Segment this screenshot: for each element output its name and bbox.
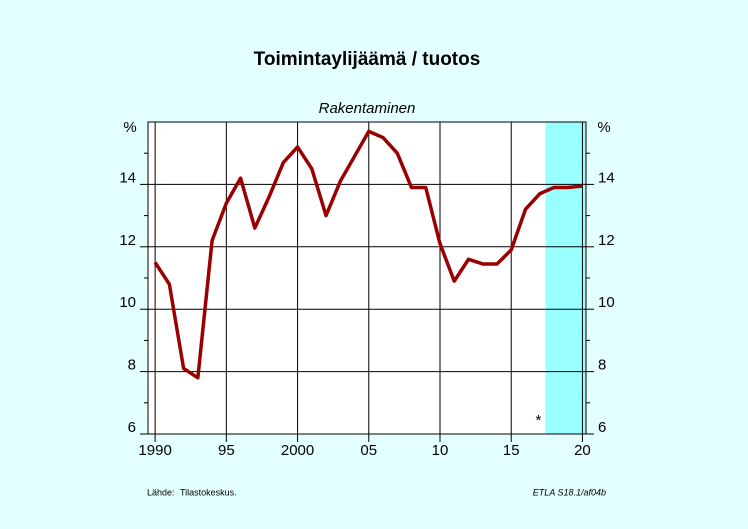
y2-tick-label: 14	[598, 169, 615, 186]
y-tick-label: 12	[119, 232, 136, 249]
forecast-region	[545, 122, 586, 434]
y2-tick-label: 10	[598, 294, 615, 311]
chart-code: ETLA S18.1/af04b	[533, 487, 606, 497]
source: Tilastokeskus.	[180, 487, 237, 497]
chart-title: Toimintaylijäämä / tuotos	[254, 49, 481, 70]
line-series	[153, 129, 583, 380]
plot-frame	[147, 121, 587, 435]
y-tick-label: 6	[128, 419, 136, 436]
x-tick-label: 1990	[138, 442, 171, 459]
y2-tick-label: 8	[598, 357, 606, 374]
x-tick-label: 15	[503, 442, 520, 459]
y-unit: %	[123, 119, 136, 136]
plot-area	[148, 122, 586, 434]
x-tick-label: 05	[360, 442, 377, 459]
y2-unit: %	[597, 119, 610, 136]
y-tick-label: 8	[128, 357, 136, 374]
forecast-marker: *	[535, 412, 541, 429]
x-tick-label: 10	[432, 442, 449, 459]
y2-tick-label: 12	[598, 232, 615, 249]
y-tick-label: 10	[119, 294, 136, 311]
y2-tick-label: 6	[598, 419, 606, 436]
source-label: Lähde:	[147, 487, 175, 497]
x-tick-label: 20	[574, 442, 591, 459]
chart-subtitle: Rakentaminen	[319, 100, 416, 117]
x-tick-label: 95	[218, 442, 235, 459]
x-tick-label: 2000	[281, 442, 314, 459]
y-tick-label: 14	[119, 169, 136, 186]
